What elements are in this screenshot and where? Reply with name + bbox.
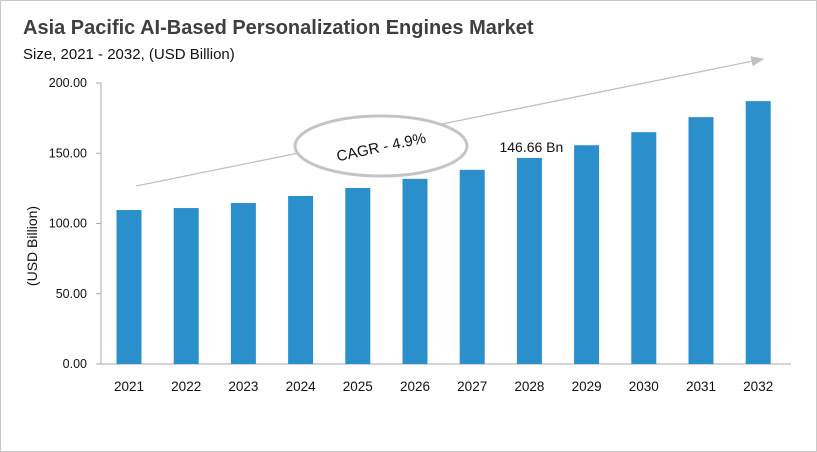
y-axis-label: (USD Billion)	[24, 206, 40, 286]
bar-2027	[459, 169, 485, 364]
y-tick-label: 150.00	[49, 146, 87, 160]
y-tick-label: 50.00	[56, 287, 87, 301]
trend-arrow	[135, 56, 765, 187]
x-tick-label: 2032	[743, 379, 773, 394]
bar-2024	[288, 195, 314, 364]
x-tick-label: 2022	[171, 379, 201, 394]
data-label: 146.66 Bn	[499, 139, 563, 155]
y-tick-label: 0.00	[63, 357, 87, 371]
x-tick-label: 2025	[343, 379, 373, 394]
x-tick-label: 2024	[286, 379, 317, 394]
bar-2029	[574, 145, 600, 364]
x-tick-label: 2029	[572, 379, 602, 394]
bar-2026	[402, 178, 428, 364]
x-tick-label: 2030	[629, 379, 659, 394]
bar-2031	[688, 117, 714, 364]
x-tick-label: 2031	[686, 379, 716, 394]
chart-subtitle: Size, 2021 - 2032, (USD Billion)	[23, 46, 235, 63]
x-tick-label: 2028	[514, 379, 544, 394]
y-tick-label: 200.00	[49, 76, 87, 90]
bar-2022	[173, 208, 199, 364]
cagr-ellipse	[293, 114, 469, 178]
chart-title: Asia Pacific AI-Based Personalization En…	[23, 17, 534, 39]
x-tick-label: 2026	[400, 379, 430, 394]
x-tick-label: 2023	[228, 379, 258, 394]
bar-2030	[631, 132, 657, 364]
y-tick-label: 100.00	[49, 217, 87, 231]
bar-2032	[745, 101, 771, 364]
bar-2023	[230, 202, 256, 364]
bar-2021	[116, 210, 142, 364]
bar-2028	[516, 157, 542, 364]
x-tick-label: 2027	[457, 379, 487, 394]
x-tick-label: 2021	[114, 379, 144, 394]
bar-2025	[345, 187, 371, 364]
